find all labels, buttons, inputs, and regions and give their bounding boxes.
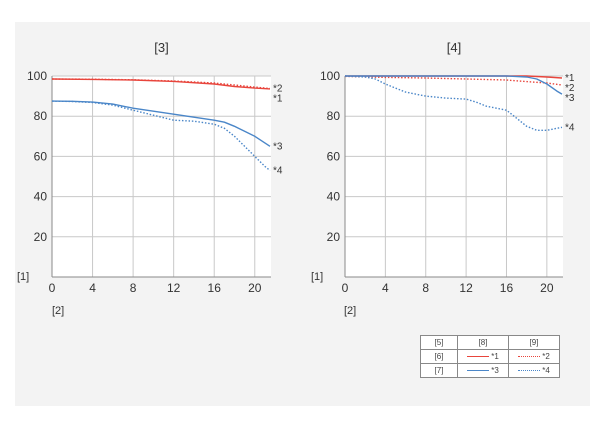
x-tick-label: 12	[167, 281, 181, 295]
legend-swatch	[467, 370, 490, 372]
legend-swatch	[518, 356, 541, 358]
legend-entry: *4	[508, 363, 560, 378]
series-end-label: *3	[565, 93, 575, 104]
x-tick-label: 16	[208, 281, 222, 295]
x-tick-label: 8	[130, 281, 137, 295]
legend-entry-label: *1	[491, 352, 499, 361]
chart-title: [4]	[447, 40, 461, 55]
y-tick-label: 20	[327, 230, 341, 244]
legend-swatch	[518, 370, 541, 372]
y-axis-label: [1]	[17, 271, 29, 283]
y-tick-label: 40	[327, 190, 341, 204]
y-tick-label: 60	[34, 149, 48, 163]
plot-area	[345, 76, 563, 277]
y-tick-label: 100	[27, 69, 47, 83]
legend-swatch	[467, 356, 490, 358]
legend-table: [5] [8] [9] [6] *1 *2 [7] *3 *4	[420, 335, 560, 378]
series-line	[51, 78, 271, 90]
legend-entry-label: *2	[542, 352, 550, 361]
legend-row: [7] *3 *4	[420, 363, 560, 378]
series-end-label: *4	[565, 122, 575, 133]
x-tick-label: 0	[342, 281, 349, 295]
y-tick-label: 40	[34, 190, 48, 204]
x-tick-label: 20	[540, 281, 554, 295]
plot-area	[52, 76, 271, 277]
chart-panel: 0 4 8 12 16 20 20 40 60 80 100 [4] [1] [2] *1*2*3 *4	[311, 40, 575, 317]
series-line	[345, 75, 563, 95]
y-tick-label: 60	[327, 149, 341, 163]
x-tick-label: 0	[49, 281, 56, 295]
series-line	[51, 100, 271, 172]
series-end-label: *2	[565, 83, 575, 94]
legend-header-row: [5] [8] [9]	[420, 335, 560, 350]
legend-entry: *3	[457, 363, 509, 378]
chart-panel: 0 4 8 12 16 20 20 40 60 80 100 [3] [1] [2] *2*1 *3 *4	[17, 40, 283, 317]
legend-row-label: [6]	[420, 349, 458, 364]
x-tick-label: 4	[382, 281, 389, 295]
legend-row: [6] *1 *2	[420, 349, 560, 364]
series-end-label: *2	[273, 83, 283, 94]
legend-entry-label: *4	[542, 366, 550, 375]
y-tick-label: 80	[34, 109, 48, 123]
legend-row-label: [7]	[420, 363, 458, 378]
legend-entry: *1	[457, 349, 509, 364]
y-tick-label: 20	[34, 230, 48, 244]
series-end-label: *1	[273, 93, 283, 104]
x-tick-label: 12	[459, 281, 473, 295]
y-tick-label: 80	[327, 109, 341, 123]
y-axis-label: [1]	[311, 271, 323, 283]
legend-header-col2: [9]	[508, 335, 560, 350]
x-tick-label: 20	[248, 281, 262, 295]
series-end-label: *1	[565, 73, 575, 84]
x-axis-label: [2]	[344, 305, 356, 317]
legend-header-col1: [8]	[457, 335, 509, 350]
x-tick-label: 16	[500, 281, 514, 295]
legend-corner-cell: [5]	[420, 335, 458, 350]
legend-entry: *2	[508, 349, 560, 364]
x-tick-label: 4	[89, 281, 96, 295]
chart-title: [3]	[154, 40, 168, 55]
x-tick-label: 8	[422, 281, 429, 295]
series-end-label: *3	[273, 141, 283, 152]
mtf-figure: 0 4 8 12 16 20 20 40 60 80 100 [3] [1] [2] *2 *1 *3 *4 0 4 8…	[15, 22, 590, 406]
series-end-label: *4	[273, 165, 283, 176]
x-axis-label: [2]	[52, 305, 64, 317]
legend-entry-label: *3	[491, 366, 499, 375]
y-tick-label: 100	[320, 69, 340, 83]
